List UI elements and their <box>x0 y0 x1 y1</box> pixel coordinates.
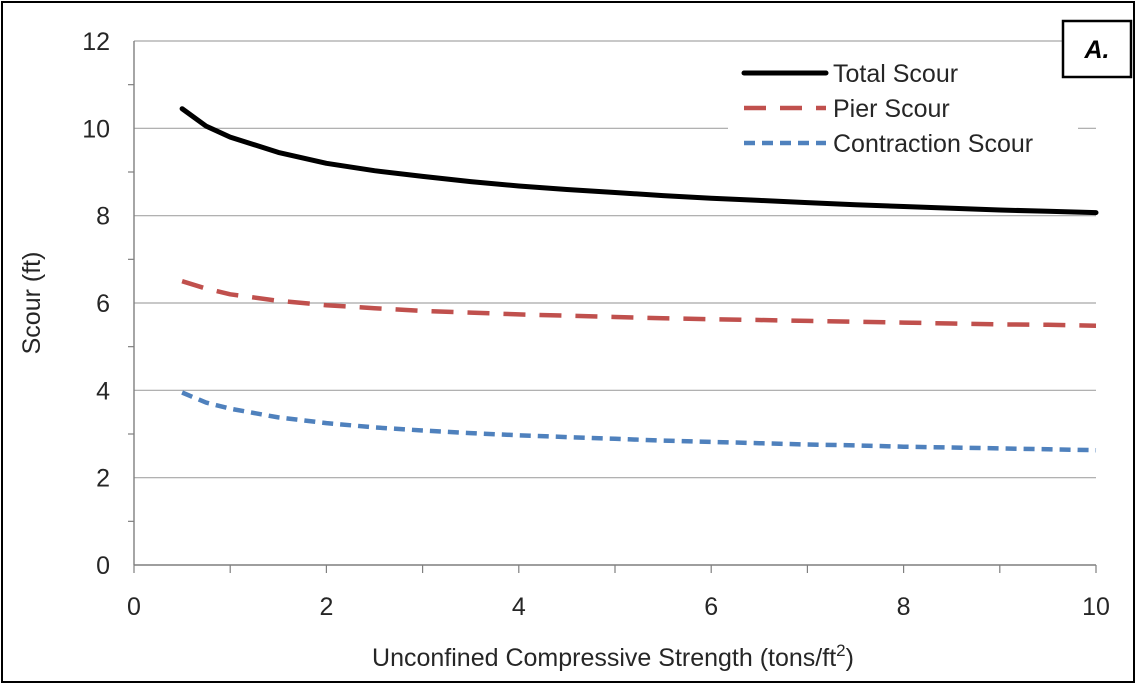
y-tick-label: 6 <box>96 290 110 318</box>
panel-label: A. <box>1084 36 1110 64</box>
y-tick-label: 12 <box>82 28 110 56</box>
x-axis-title-main: Unconfined Compressive Strength (tons/ft <box>372 644 836 672</box>
x-tick-label: 6 <box>704 593 718 621</box>
legend-label: Total Scour <box>833 60 958 88</box>
legend: Total Scour Pier Scour Contraction Scour <box>728 52 1078 160</box>
x-tick-label: 8 <box>897 593 911 621</box>
legend-label: Contraction Scour <box>833 130 1033 158</box>
x-tick-label: 4 <box>512 593 526 621</box>
panel-label-box: A. <box>1061 19 1133 79</box>
y-tick-label: 4 <box>96 377 110 405</box>
panel-label-border <box>1061 19 1133 79</box>
x-axis-title: Unconfined Compressive Strength (tons/ft… <box>372 641 854 672</box>
series-line-contraction-scour <box>181 390 1097 453</box>
y-tick-label: 0 <box>96 552 110 580</box>
y-axis-title: Scour (ft) <box>18 252 46 355</box>
y-tick-label: 2 <box>96 465 110 493</box>
x-tick-label: 2 <box>319 593 333 621</box>
series-lines <box>179 106 1099 453</box>
legend-label: Pier Scour <box>833 95 950 123</box>
x-axis-title-superscript: 2 <box>836 641 845 660</box>
series-line-pier-scour <box>181 279 1097 328</box>
series-line-total-scour <box>179 106 1099 216</box>
x-tick-label: 0 <box>127 593 141 621</box>
y-tick-label: 10 <box>82 115 110 143</box>
x-axis-title-suffix: ) <box>846 644 854 672</box>
x-tick-label: 10 <box>1082 593 1110 621</box>
y-tick-label: 8 <box>96 203 110 231</box>
axes: 0 2 4 6 8 10 12 0 2 4 6 8 10 <box>82 28 1110 621</box>
